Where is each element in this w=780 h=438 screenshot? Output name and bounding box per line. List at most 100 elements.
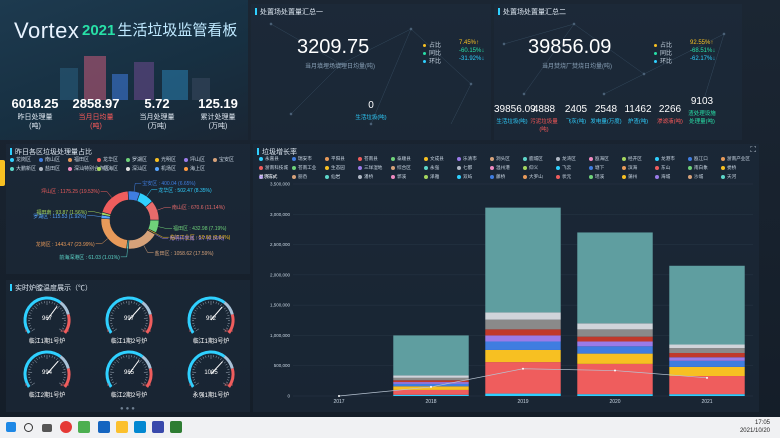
pie-legend-item[interactable]: 大鹏新区: [10, 165, 36, 172]
task-view-icon[interactable]: [42, 424, 52, 432]
excel-icon[interactable]: [170, 421, 182, 433]
bar-legend-item[interactable]: 综合区: [391, 165, 411, 171]
pie-legend-item[interactable]: 海上区: [184, 165, 205, 172]
side-drawer-handle[interactable]: [0, 160, 5, 186]
bar-segment[interactable]: [577, 346, 653, 354]
trend-point[interactable]: [338, 395, 340, 397]
bar-segment[interactable]: [669, 344, 745, 349]
bar-segment[interactable]: [577, 363, 653, 395]
bar-legend-item[interactable]: 东山: [655, 165, 670, 171]
pie-legend-item[interactable]: 光明区: [155, 156, 176, 163]
bar-legend-item[interactable]: 浙南产业区: [721, 156, 750, 162]
bar-legend-item[interactable]: 状元: [556, 174, 571, 180]
gauge-pager[interactable]: ●●●: [120, 406, 137, 412]
pie-legend-item[interactable]: 龙华区: [97, 156, 118, 163]
bar-legend-item[interactable]: 苍南县: [358, 156, 378, 162]
bar-segment[interactable]: [485, 319, 561, 330]
trend-point[interactable]: [706, 376, 708, 379]
bar-legend-item[interactable]: 平阳县: [325, 156, 345, 162]
bar-segment[interactable]: [577, 394, 653, 396]
bar-legend-item[interactable]: 龙港市: [655, 156, 675, 162]
bar-legend-item[interactable]: 瓯江口: [688, 156, 708, 162]
bar-legend-item[interactable]: 娄桥: [721, 165, 736, 171]
bar-legend-item[interactable]: 泽雅: [424, 174, 439, 180]
bar-segment[interactable]: [393, 394, 469, 396]
donut-slice[interactable]: [100, 218, 128, 250]
bar-segment[interactable]: [577, 353, 653, 364]
bar-legend-item[interactable]: 七都: [457, 165, 472, 171]
search-icon[interactable]: [24, 423, 33, 432]
bar-segment[interactable]: [485, 362, 561, 394]
bar-segment[interactable]: [393, 377, 469, 381]
pie-legend-item[interactable]: 深汕区: [126, 165, 147, 172]
windows-start-icon[interactable]: [6, 422, 16, 432]
bar-legend-item[interactable]: 浙南科技城: [259, 165, 288, 171]
bar-legend-item[interactable]: 三垟湿地: [358, 165, 382, 171]
bar-legend-item[interactable]: 大罗山: [523, 174, 543, 180]
bar-legend-item[interactable]: 海城: [655, 174, 670, 180]
bar-segment[interactable]: [669, 366, 745, 377]
bar-legend-item[interactable]: 永嘉县: [259, 156, 279, 162]
bar-legend-item[interactable]: 飞云: [556, 165, 571, 171]
bar-legend-item[interactable]: 经开区: [622, 156, 642, 162]
system-clock[interactable]: 17:05 2021/10/20: [739, 420, 770, 434]
bar-legend-item[interactable]: 双屿: [457, 174, 472, 180]
bar-segment[interactable]: [577, 336, 653, 342]
bar-legend-item[interactable]: 生态园: [325, 165, 345, 171]
bar-segment[interactable]: [485, 341, 561, 350]
pie-legend-item[interactable]: 南山区: [39, 156, 60, 163]
bar-legend-item[interactable]: 藤桥: [490, 174, 505, 180]
bar-segment[interactable]: [393, 383, 469, 387]
bar-segment[interactable]: [577, 232, 653, 324]
bar-segment[interactable]: [669, 352, 745, 358]
pie-legend-item[interactable]: 深汕特别合作区: [68, 165, 109, 172]
donut-slice[interactable]: [128, 229, 156, 250]
bar-legend-item[interactable]: 沙城: [688, 174, 703, 180]
bar-segment[interactable]: [669, 394, 745, 396]
bar-segment[interactable]: [393, 389, 469, 395]
bar-segment[interactable]: [393, 382, 469, 384]
bar-segment[interactable]: [669, 360, 745, 367]
bar-segment[interactable]: [393, 375, 469, 378]
bar-segment[interactable]: [485, 312, 561, 320]
bar-segment[interactable]: [577, 329, 653, 337]
bar-segment[interactable]: [669, 348, 745, 353]
pie-legend-item[interactable]: 宝安区: [213, 156, 234, 163]
bar-legend-item[interactable]: 瑞安市: [292, 156, 312, 162]
bar-segment[interactable]: [669, 265, 745, 345]
pie-legend-item[interactable]: 盐田区: [39, 165, 60, 172]
pie-legend-item[interactable]: 福田区: [68, 156, 89, 163]
bar-legend-item[interactable]: 仙岩: [325, 174, 340, 180]
chrome-icon[interactable]: [60, 421, 72, 433]
bar-legend-item[interactable]: 南白象: [688, 165, 708, 171]
bar-legend-item[interactable]: 乐清市: [457, 156, 477, 162]
trend-point[interactable]: [522, 367, 524, 370]
bar-segment[interactable]: [669, 376, 745, 395]
trend-point[interactable]: [430, 385, 432, 388]
app-blue-icon[interactable]: [98, 421, 110, 433]
bar-legend-item[interactable]: 瑶溪: [589, 174, 604, 180]
wechat-icon[interactable]: [78, 421, 90, 433]
bar-segment[interactable]: [393, 386, 469, 390]
bar-legend-item[interactable]: 潘桥: [358, 174, 373, 180]
pie-legend-item[interactable]: 前海区: [97, 165, 118, 172]
bar-legend-item[interactable]: 仰义: [523, 165, 538, 171]
bar-legend-item[interactable]: 文成县: [424, 156, 444, 162]
pie-legend-item[interactable]: 龙岗区: [10, 156, 31, 163]
bar-legend-item[interactable]: 苍南工业: [292, 165, 316, 171]
bar-segment[interactable]: [485, 329, 561, 336]
bar-legend-item[interactable]: 天河: [721, 174, 736, 180]
bar-legend-item[interactable]: 郭溪: [391, 174, 406, 180]
pie-legend-item[interactable]: 坪山区: [184, 156, 205, 163]
bar-segment[interactable]: [485, 349, 561, 363]
expand-icon[interactable]: ⛶: [750, 145, 756, 154]
trend-point[interactable]: [614, 369, 616, 372]
bar-segment[interactable]: [669, 357, 745, 361]
bar-segment[interactable]: [485, 393, 561, 396]
bar-segment[interactable]: [485, 207, 561, 313]
bar-segment[interactable]: [577, 341, 653, 347]
app-indigo-icon[interactable]: [152, 421, 164, 433]
pie-legend-item[interactable]: 机场区: [155, 165, 176, 172]
bar-legend-item[interactable]: 滨海: [622, 165, 637, 171]
app-cyan-icon[interactable]: [134, 421, 146, 433]
